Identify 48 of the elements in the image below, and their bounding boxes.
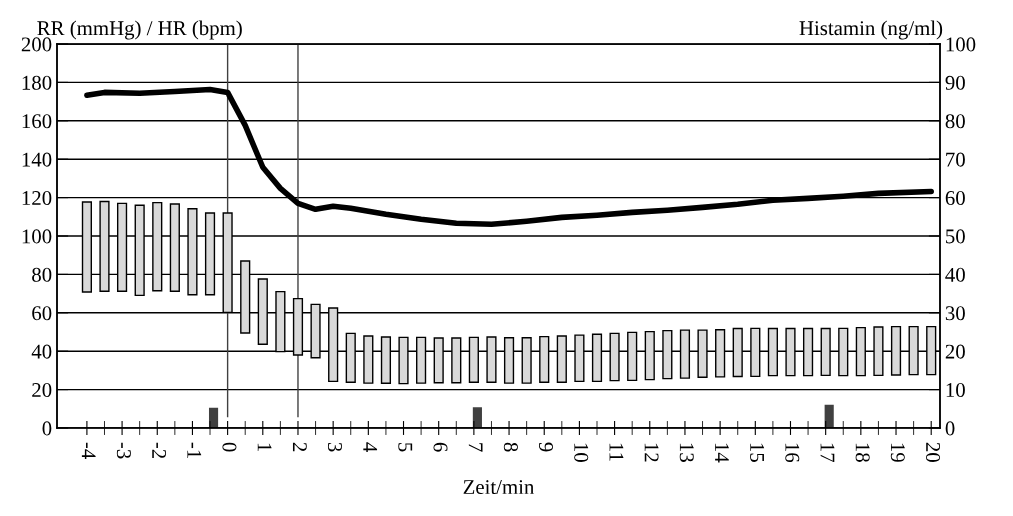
y2-tick-label: 0 bbox=[945, 421, 955, 436]
x-tick-label: -2 bbox=[152, 442, 167, 459]
y2-tick-label: 100 bbox=[946, 37, 976, 52]
x-tick-label: 14 bbox=[715, 443, 729, 463]
y2-tick-label: 20 bbox=[945, 344, 965, 359]
x-tick-label: -3 bbox=[116, 442, 131, 459]
y-tick-label: 120 bbox=[22, 190, 52, 206]
x-tick-label: 2 bbox=[292, 442, 307, 452]
y2-tick-label: 60 bbox=[945, 190, 965, 206]
x-tick-label: 20 bbox=[925, 442, 941, 462]
y-tick-label: 0 bbox=[42, 421, 52, 436]
y2-tick-label: 50 bbox=[946, 229, 965, 244]
x-tick-label: 8 bbox=[503, 442, 518, 452]
y2-tick-label: 30 bbox=[945, 306, 965, 321]
y2-tick-label: 90 bbox=[945, 75, 965, 90]
y-tick-label: 100 bbox=[22, 229, 52, 244]
y-tick-label: 40 bbox=[31, 344, 52, 359]
y-tick-label: 80 bbox=[32, 267, 52, 282]
x-tick-label: 17 bbox=[820, 443, 835, 463]
x-tick-label: 15 bbox=[750, 443, 765, 462]
x-tick-label: 19 bbox=[890, 443, 905, 462]
x-tick-label: 7 bbox=[468, 443, 483, 452]
x-tick-label: 0 bbox=[222, 442, 237, 452]
x-tick-label: 1 bbox=[257, 443, 272, 452]
y-tick-label: 20 bbox=[32, 382, 52, 398]
y2-tick-label: 40 bbox=[945, 267, 965, 282]
y2-tick-label: 10 bbox=[946, 382, 965, 398]
y-tick-label: 160 bbox=[22, 114, 52, 129]
x-tick-label: 13 bbox=[679, 443, 694, 462]
y2-tick-label: 80 bbox=[945, 114, 965, 129]
x-tick-label: 10 bbox=[574, 443, 589, 462]
x-axis-title: Zeit/min bbox=[463, 480, 535, 495]
x-tick-label: 4 bbox=[363, 442, 378, 452]
y2-axis-title: Histamin (ng/ml) bbox=[799, 20, 943, 40]
y-tick-label: 60 bbox=[32, 306, 52, 321]
y-tick-label: 140 bbox=[22, 152, 52, 167]
x-tick-label: 3 bbox=[327, 442, 342, 452]
x-tick-label: 11 bbox=[609, 443, 624, 461]
x-tick-label: 18 bbox=[855, 443, 870, 462]
x-tick-label: 12 bbox=[644, 443, 659, 462]
x-tick-label: 6 bbox=[433, 442, 448, 452]
x-tick-label: -1 bbox=[187, 442, 202, 458]
x-tick-label: -4 bbox=[81, 442, 96, 459]
x-tick-label: 5 bbox=[398, 443, 413, 452]
x-tick-label: 16 bbox=[785, 443, 800, 463]
x-tick-label: 9 bbox=[539, 442, 554, 452]
y-tick-label: 180 bbox=[22, 75, 52, 90]
y2-tick-label: 70 bbox=[946, 152, 965, 167]
